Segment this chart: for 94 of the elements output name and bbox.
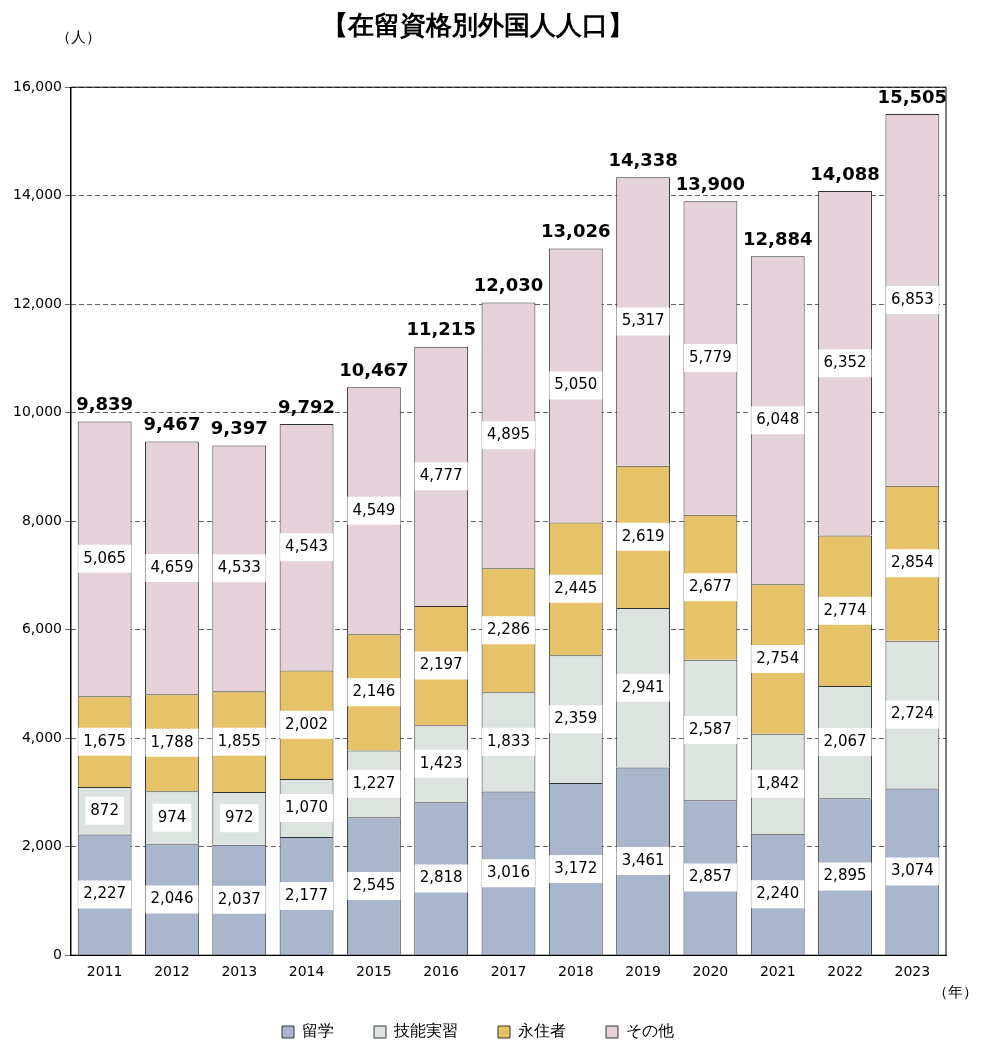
data-label: 3,016 xyxy=(487,863,530,882)
x-tick-label: 2014 xyxy=(288,963,325,980)
total-label: 11,215 xyxy=(406,318,476,340)
data-label: 2,774 xyxy=(823,600,867,619)
y-tick-label: 12,000 xyxy=(12,294,62,311)
legend-label: 留学 xyxy=(302,1021,334,1041)
data-label: 1,833 xyxy=(487,731,530,750)
data-label: 974 xyxy=(157,807,187,826)
data-label: 2,240 xyxy=(756,884,800,903)
y-tick-label: 6,000 xyxy=(21,620,62,637)
data-label: 1,855 xyxy=(217,731,261,750)
data-label: 2,857 xyxy=(688,867,732,886)
legend-label: その他 xyxy=(626,1021,674,1041)
x-tick-label: 2022 xyxy=(827,963,863,980)
y-tick-label: 4,000 xyxy=(21,728,62,745)
x-tick-label: 2013 xyxy=(221,963,258,980)
x-tick-label: 2015 xyxy=(356,963,392,980)
y-tick-label: 8,000 xyxy=(21,511,62,528)
total-label: 12,884 xyxy=(742,227,813,249)
data-label: 2,854 xyxy=(890,553,934,572)
total-label: 15,505 xyxy=(877,85,948,107)
data-label: 4,659 xyxy=(150,557,194,576)
x-tick-label: 2023 xyxy=(894,963,931,980)
data-label: 2,818 xyxy=(419,868,463,887)
x-tick-label: 2018 xyxy=(557,963,594,980)
data-label: 2,545 xyxy=(352,875,396,894)
data-label: 2,677 xyxy=(688,577,732,596)
data-label: 2,359 xyxy=(554,709,598,728)
data-label: 1,842 xyxy=(756,773,800,792)
data-label: 6,853 xyxy=(890,289,934,308)
y-axis-title: （人） xyxy=(55,27,101,46)
data-label: 6,352 xyxy=(823,353,867,372)
data-label: 3,172 xyxy=(554,858,598,877)
data-label: 5,050 xyxy=(554,375,598,394)
x-tick-label: 2012 xyxy=(154,963,190,980)
total-label: 13,026 xyxy=(541,220,611,242)
x-tick-label: 2017 xyxy=(490,963,527,980)
data-label: 2,067 xyxy=(823,731,867,750)
data-label: 2,724 xyxy=(890,704,934,723)
y-tick-label: 16,000 xyxy=(12,77,62,94)
data-label: 2,895 xyxy=(823,866,867,885)
data-label: 972 xyxy=(224,808,254,827)
data-label: 2,002 xyxy=(285,714,329,733)
total-label: 9,467 xyxy=(143,413,201,435)
y-tick-label: 10,000 xyxy=(12,403,62,420)
data-label: 2,619 xyxy=(621,526,665,545)
total-label: 9,839 xyxy=(76,393,134,415)
data-label: 4,533 xyxy=(217,558,261,577)
data-label: 2,445 xyxy=(554,578,598,597)
y-tick-label: 0 xyxy=(53,945,62,962)
x-tick-label: 2016 xyxy=(423,963,460,980)
total-label: 10,467 xyxy=(339,359,409,381)
x-tick-label: 2021 xyxy=(759,963,796,980)
data-label: 5,779 xyxy=(688,347,732,366)
data-label: 2,046 xyxy=(150,889,194,908)
data-label: 1,788 xyxy=(150,732,194,751)
data-label: 5,065 xyxy=(83,548,127,567)
data-label: 2,146 xyxy=(352,682,396,701)
total-label: 14,088 xyxy=(810,162,880,184)
data-label: 6,048 xyxy=(756,410,800,429)
data-label: 4,549 xyxy=(352,500,396,519)
data-label: 2,227 xyxy=(83,884,127,903)
total-label: 14,338 xyxy=(608,149,678,171)
data-label: 2,941 xyxy=(621,677,665,696)
data-label: 1,423 xyxy=(419,753,463,772)
data-label: 2,177 xyxy=(285,885,329,904)
x-tick-label: 2019 xyxy=(625,963,661,980)
data-label: 872 xyxy=(90,800,119,819)
total-label: 9,397 xyxy=(210,417,268,439)
legend-label: 技能実習 xyxy=(393,1021,458,1041)
data-label: 2,587 xyxy=(688,719,732,738)
chart-title: 【在留資格別外国人人口】 xyxy=(322,10,634,41)
data-label: 4,895 xyxy=(487,425,530,444)
total-label: 13,900 xyxy=(675,172,746,194)
data-label: 5,317 xyxy=(621,311,665,330)
y-tick-label: 2,000 xyxy=(21,837,62,854)
data-label: 2,754 xyxy=(756,648,800,667)
y-tick-label: 14,000 xyxy=(12,186,62,203)
total-label: 9,792 xyxy=(278,395,336,417)
data-label: 2,286 xyxy=(487,620,530,639)
x-axis-title: （年） xyxy=(933,983,978,1002)
data-label: 3,074 xyxy=(890,861,934,880)
data-label: 1,070 xyxy=(285,797,329,816)
data-label: 2,197 xyxy=(419,655,463,674)
data-label: 1,227 xyxy=(352,773,396,792)
legend-label: 永住者 xyxy=(518,1021,566,1041)
x-tick-label: 2020 xyxy=(692,963,729,980)
data-label: 3,461 xyxy=(621,850,665,869)
data-label: 1,675 xyxy=(83,731,127,750)
x-tick-label: 2011 xyxy=(86,963,123,980)
data-label: 4,543 xyxy=(285,537,329,556)
data-label: 4,777 xyxy=(419,466,463,485)
data-label: 2,037 xyxy=(217,889,261,908)
total-label: 12,030 xyxy=(473,274,544,296)
